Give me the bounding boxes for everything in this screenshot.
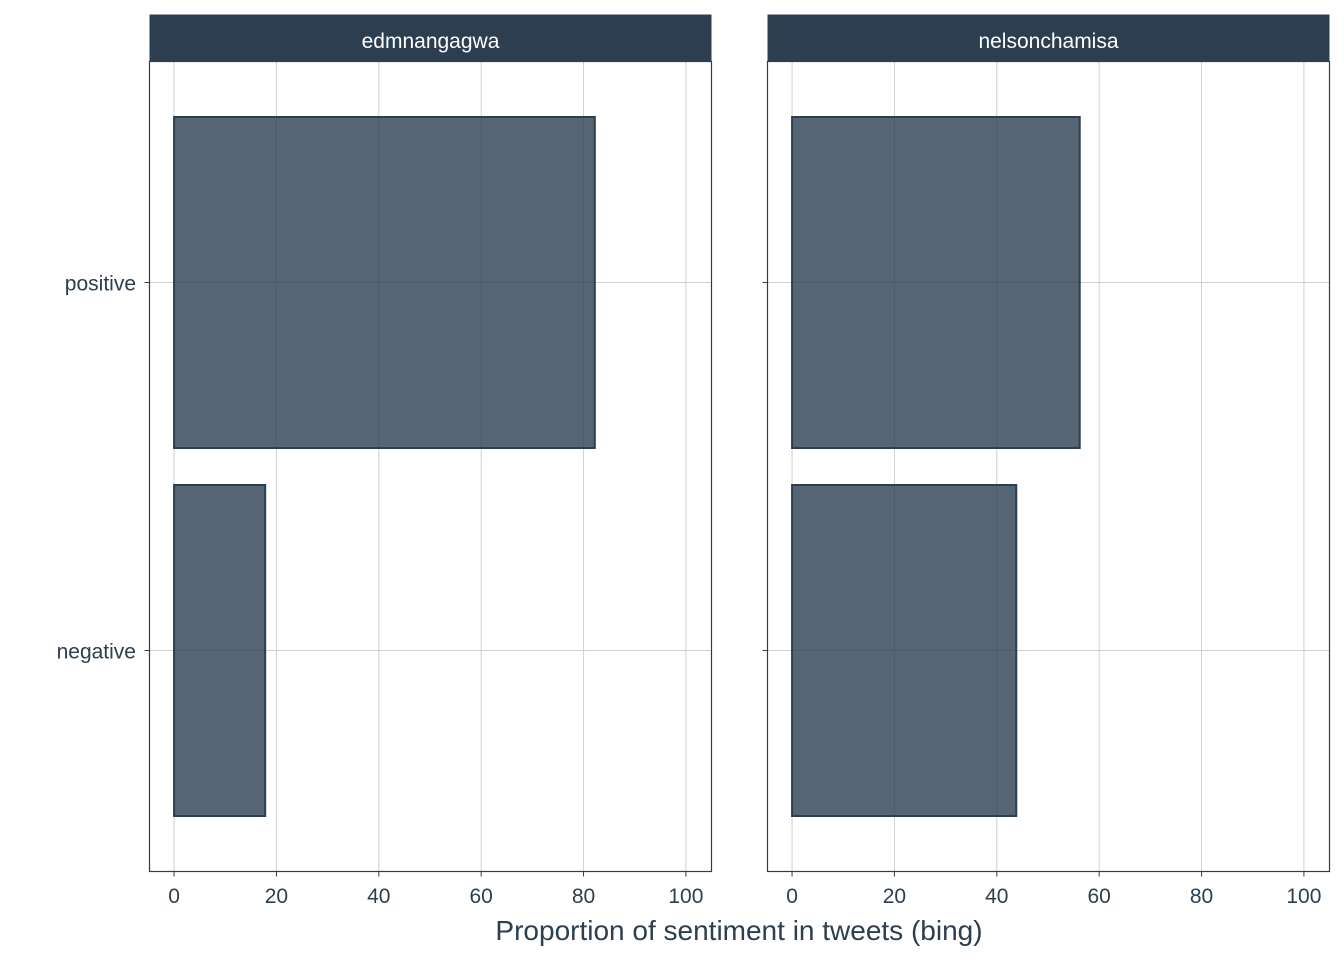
x-tick-label: 20 xyxy=(265,885,288,908)
x-tick-label: 100 xyxy=(1286,885,1321,908)
x-tick-label: 0 xyxy=(168,885,180,908)
x-tick-label: 40 xyxy=(985,885,1008,908)
y-tick-label-positive: positive xyxy=(65,273,136,296)
x-tick-label: 60 xyxy=(1087,885,1110,908)
x-axis-title: Proportion of sentiment in tweets (bing) xyxy=(495,915,982,946)
facet-strip-label: edmnangagwa xyxy=(362,30,500,53)
facet-strip xyxy=(767,14,1330,62)
x-tick-label: 20 xyxy=(883,885,906,908)
facet-panel-nelsonchamisa: nelsonchamisa 0 20 40 60 80 100 xyxy=(762,14,1331,908)
x-tick-label: 100 xyxy=(668,885,703,908)
x-tick-label: 0 xyxy=(786,885,798,908)
facet-strip xyxy=(149,14,712,62)
bar-negative xyxy=(173,484,267,817)
x-tick-label: 80 xyxy=(1190,885,1213,908)
x-tick-label: 80 xyxy=(572,885,595,908)
x-tick-label: 40 xyxy=(367,885,390,908)
y-tick-label-negative: negative xyxy=(57,641,136,664)
x-tick-label: 60 xyxy=(469,885,492,908)
facet-strip-label: nelsonchamisa xyxy=(978,30,1118,53)
bar-positive xyxy=(791,116,1081,449)
chart-panels: edmnangagwa 0 20 40 60 80 100 nelsonchamisa 0 20 4… xyxy=(57,14,1331,908)
facet-panel-edmnangagwa: edmnangagwa 0 20 40 60 80 100 xyxy=(144,14,713,908)
bar-negative xyxy=(791,484,1018,817)
bar-positive xyxy=(173,116,596,449)
